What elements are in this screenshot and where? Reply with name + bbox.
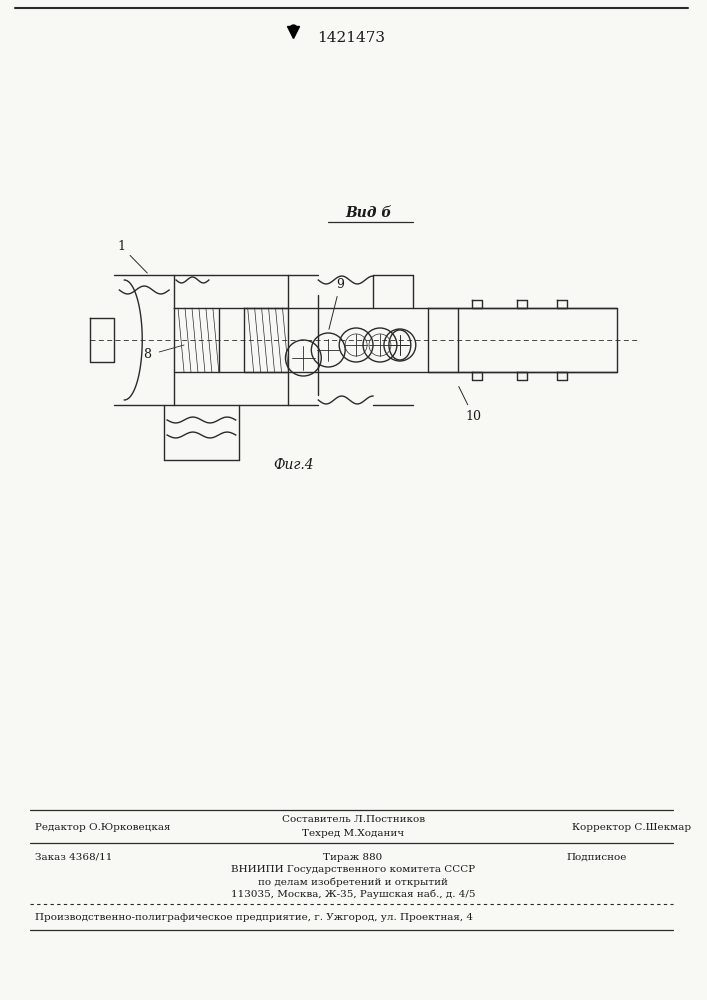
Text: 113035, Москва, Ж-35, Раушская наб., д. 4/5: 113035, Москва, Ж-35, Раушская наб., д. … xyxy=(231,889,475,899)
Text: 1421473: 1421473 xyxy=(317,31,385,45)
Text: Техред М.Ходанич: Техред М.Ходанич xyxy=(302,828,404,838)
Text: Редактор О.Юрковецкая: Редактор О.Юрковецкая xyxy=(35,822,170,832)
Text: по делам изобретений и открытий: по делам изобретений и открытий xyxy=(258,877,448,887)
Text: Подписное: Подписное xyxy=(566,852,627,861)
Text: Производственно-полиграфическое предприятие, г. Ужгород, ул. Проектная, 4: Производственно-полиграфическое предприя… xyxy=(35,914,473,922)
Text: Тираж 880: Тираж 880 xyxy=(324,852,382,861)
Text: Фиг.4: Фиг.4 xyxy=(273,458,314,472)
Text: ВНИИПИ Государственного комитета СССР: ВНИИПИ Государственного комитета СССР xyxy=(231,865,475,874)
Text: 9: 9 xyxy=(329,278,344,329)
Text: Составитель Л.Постников: Составитель Л.Постников xyxy=(281,816,425,824)
Text: 1: 1 xyxy=(117,240,147,273)
Text: Вид б: Вид б xyxy=(345,206,391,220)
Text: Заказ 4368/11: Заказ 4368/11 xyxy=(35,852,112,861)
Text: 8: 8 xyxy=(144,349,151,361)
Text: 10: 10 xyxy=(459,386,481,423)
Text: Корректор С.Шекмар: Корректор С.Шекмар xyxy=(572,822,691,832)
